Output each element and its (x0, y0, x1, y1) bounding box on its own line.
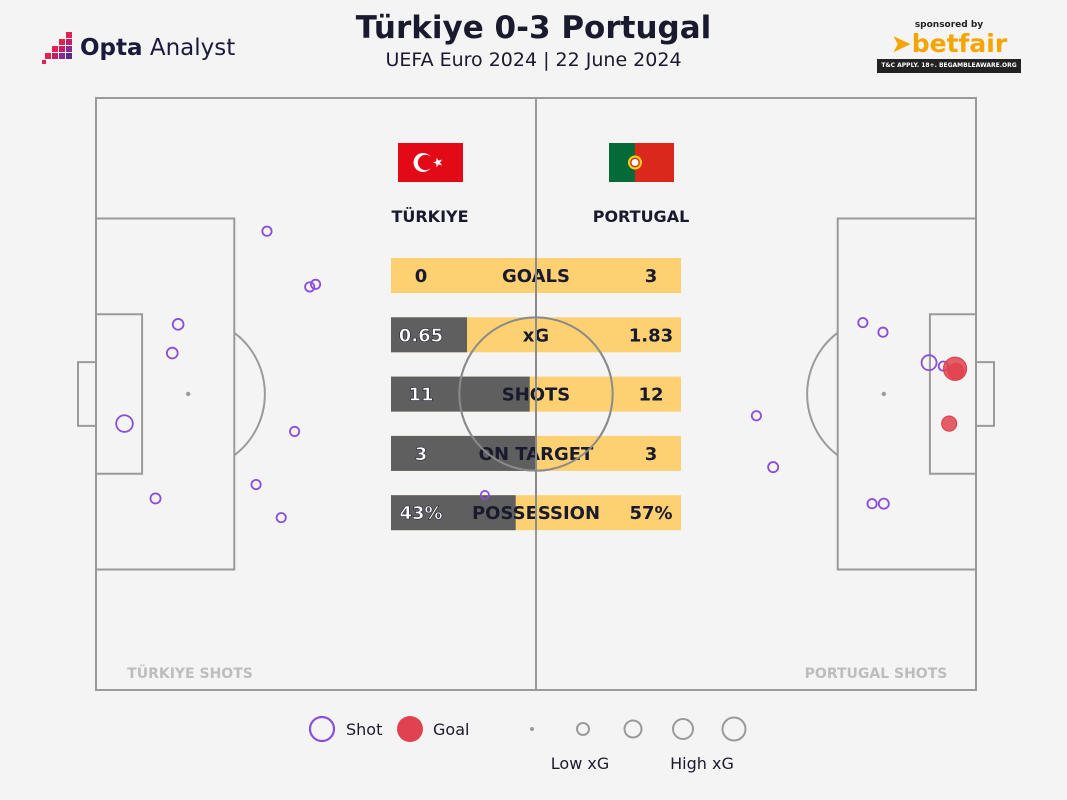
brand-bold: Opta (80, 35, 143, 61)
stat-home-value: 3 (415, 444, 428, 465)
legend: Shot Goal Low xG High xG (308, 715, 747, 773)
shot-marker (857, 317, 869, 329)
sponsor-brand-text: betfair (911, 29, 1008, 58)
stat-home-value: 0 (415, 266, 428, 287)
goal-marker (947, 362, 965, 380)
legend-size-circle (623, 719, 643, 739)
sponsor-caption: sponsored by (914, 20, 984, 30)
turkey-flag-icon (398, 143, 463, 182)
home-shots-label: TÜRKIYE SHOTS (127, 664, 253, 682)
legend-size-dot (530, 727, 534, 731)
left-penalty-arc (233, 331, 266, 457)
shots-layer (115, 225, 968, 524)
turkey-flag-crescent-inner (417, 154, 434, 171)
portugal-flag-shield (630, 157, 640, 168)
betfair-arrow-icon: ➤ (890, 29, 912, 58)
portugal-flag-icon (609, 143, 674, 182)
shot-marker (165, 346, 179, 360)
sponsor-note: T&C APPLY. 18+. BEGAMBLEAWARE.ORG (877, 59, 1021, 73)
legend-goal-label: Goal (433, 720, 469, 739)
goal-marker (941, 415, 958, 432)
shot-marker (149, 492, 162, 505)
legend-high-xg: High xG (670, 754, 734, 773)
stat-bar-home (391, 495, 516, 531)
stat-away-value: 1.83 (629, 325, 673, 346)
stat-home-value: 43% (399, 503, 442, 524)
left-goal (77, 361, 97, 427)
stat-away-value: 3 (645, 444, 658, 465)
shot-marker (289, 425, 301, 437)
legend-shot-label: Shot (346, 720, 382, 739)
away-team-name: PORTUGAL (593, 207, 690, 226)
page-subtitle: UEFA Euro 2024 | 22 June 2024 (385, 49, 682, 71)
sponsor-brand: ➤betfair (877, 30, 1021, 58)
away-shots-label: PORTUGAL SHOTS (805, 666, 948, 682)
shot-marker (261, 225, 273, 237)
home-team-name: TÜRKIYE (391, 207, 468, 226)
right-penalty-spot (881, 391, 887, 397)
left-penalty-box (95, 217, 236, 571)
legend-size-circle (672, 718, 694, 740)
legend-low-xg: Low xG (551, 754, 609, 773)
legend-size-circle (721, 716, 747, 742)
right-penalty-arc (806, 331, 839, 457)
legend-goal-icon (397, 716, 423, 742)
shot-marker (275, 512, 287, 524)
shot-marker (750, 410, 762, 422)
stat-home-value: 11 (408, 385, 433, 406)
right-six-yard-box (928, 313, 978, 475)
legend-shot-icon (308, 715, 336, 743)
shot-marker (171, 318, 185, 331)
sponsor-block: sponsored by ➤betfair T&C APPLY. 18+. BE… (877, 20, 1021, 74)
stat-bar-home (391, 435, 536, 471)
right-penalty-box (836, 217, 978, 571)
shot-marker (115, 414, 134, 433)
stat-home-value: 0.65 (399, 325, 443, 346)
shot-marker (866, 498, 878, 510)
shot-marker (479, 489, 490, 500)
shot-marker (250, 479, 262, 491)
stat-away-value: 12 (638, 385, 663, 406)
shot-marker (310, 278, 322, 290)
shot-marker (920, 354, 938, 372)
brand-rest: Analyst (142, 35, 236, 61)
shot-marker (304, 281, 316, 293)
stat-away-value: 57% (629, 503, 672, 524)
page-title: Türkiye 0-3 Portugal (355, 10, 712, 46)
shot-marker (767, 461, 780, 474)
legend-size-circle (576, 722, 590, 736)
left-penalty-spot (185, 391, 191, 397)
opta-analyst-logo: Opta Analyst (42, 32, 235, 66)
stat-away-value: 3 (645, 266, 658, 287)
shot-marker (877, 326, 889, 338)
opta-logo-icon (42, 32, 72, 64)
stat-bar-home (391, 317, 468, 353)
left-six-yard-box (95, 313, 144, 475)
right-goal (975, 361, 995, 427)
team-flags: TÜRKIYE PORTUGAL (391, 143, 689, 226)
turkey-flag-star (432, 157, 443, 168)
shot-marker (877, 497, 890, 510)
